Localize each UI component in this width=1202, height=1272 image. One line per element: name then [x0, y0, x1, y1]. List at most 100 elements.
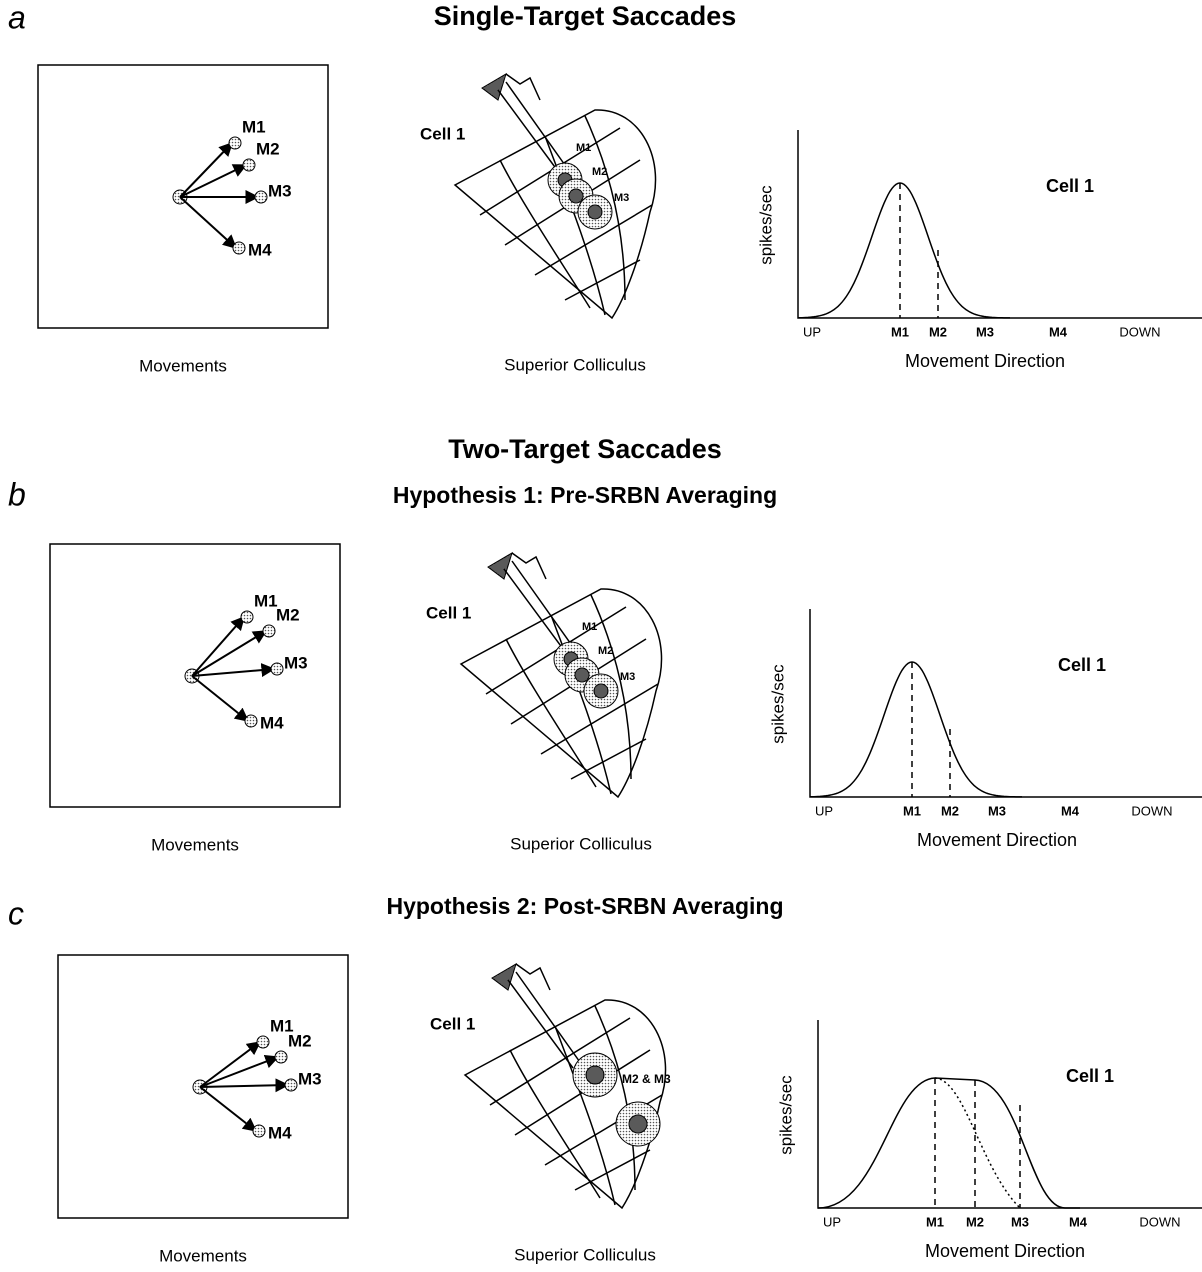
- target: [256, 1035, 270, 1049]
- arrow: [191, 630, 268, 677]
- movement-label: M2: [288, 1031, 312, 1050]
- target: [274, 1050, 288, 1064]
- sc-grid: [554, 1025, 616, 1206]
- sc-grid: [540, 683, 659, 755]
- movement-box: [49, 543, 341, 808]
- panel-letter: a: [8, 0, 26, 35]
- arrow: [191, 675, 250, 722]
- dotted-curve: [934, 1077, 1021, 1209]
- caption: Movements: [151, 835, 239, 854]
- colliculus: Cell 1 M2 & M3 Superior Colliculus: [430, 962, 671, 1264]
- movement-box: [37, 64, 329, 329]
- electrode: [503, 552, 579, 658]
- x-axis-label: Movement Direction: [925, 1241, 1085, 1261]
- x-tick-label: M4: [1049, 324, 1068, 339]
- movement-label: M1: [242, 117, 266, 136]
- arrow: [191, 663, 276, 678]
- x-tick-label: UP: [823, 1214, 841, 1229]
- target: [242, 158, 256, 172]
- sc-outline: [453, 109, 657, 320]
- sc-grid: [574, 1149, 651, 1191]
- arrow: [199, 1041, 262, 1088]
- activity-core: [628, 1114, 648, 1134]
- sc-outline: [463, 999, 667, 1210]
- target: [262, 624, 276, 638]
- x-tick-label: UP: [815, 803, 833, 818]
- x-tick-label: DOWN: [1131, 803, 1172, 818]
- sc-label: M1: [576, 142, 591, 154]
- y-axis-label: spikes/sec: [768, 664, 787, 744]
- panel-letter: b: [8, 476, 26, 512]
- x-tick-label: DOWN: [1119, 324, 1160, 339]
- sc-label: M3: [614, 192, 629, 204]
- x-tick-label: M4: [1069, 1214, 1088, 1229]
- movement-label: M3: [284, 653, 308, 672]
- movement-label: M2: [276, 605, 300, 624]
- panel-letter: c: [8, 895, 24, 931]
- cell-label: Cell 1: [420, 124, 465, 143]
- activity-core: [587, 204, 603, 220]
- sc-grid: [544, 135, 606, 316]
- x-tick-label: DOWN: [1139, 1214, 1180, 1229]
- axes: [797, 130, 1202, 319]
- x-tick-label: M3: [976, 324, 994, 339]
- target: [284, 1078, 298, 1092]
- activity-core: [585, 1065, 605, 1085]
- x-tick-label: M3: [988, 803, 1006, 818]
- x-tick-label: M2: [941, 803, 959, 818]
- movement-label: M4: [248, 240, 272, 259]
- target: [232, 241, 246, 255]
- plot: UP M1 M2 M3 M4 DOWN Cell 1 spikes/sec Movement D…: [768, 609, 1202, 850]
- sc-label: M3: [620, 671, 635, 683]
- caption: Superior Colliculus: [510, 834, 652, 853]
- sc-grid: [570, 738, 647, 780]
- movement-label: M1: [270, 1016, 294, 1035]
- sc-outline: [459, 588, 663, 799]
- target: [270, 662, 284, 676]
- activity-core: [574, 667, 590, 683]
- plot: UP M1 M2 M3 M4 DOWN Cell 1 spikes/sec Movement D…: [756, 130, 1202, 371]
- activity-core: [593, 683, 609, 699]
- sc-grid: [499, 159, 591, 309]
- movement-label: M1: [254, 591, 278, 610]
- movement-label: M3: [268, 181, 292, 200]
- target: [244, 714, 258, 728]
- plot: UP M1 M2 M3 M4 DOWN Cell 1 spikes/sec Movement D…: [776, 1020, 1202, 1261]
- activity-core: [568, 188, 584, 204]
- panel-heading: Hypothesis 2: Post-SRBN Averaging: [386, 893, 783, 919]
- sc-grid: [590, 594, 632, 780]
- arrow: [199, 1078, 290, 1093]
- panel-heading: Hypothesis 1: Pre-SRBN Averaging: [393, 482, 777, 508]
- sc-label: M2 & M3: [622, 1072, 671, 1086]
- sc-grid: [509, 1049, 601, 1199]
- movement-box: [57, 954, 349, 1219]
- sc-grid: [550, 614, 612, 795]
- panel: b Two-Target Saccades Hypothesis 1: Pre-SR…: [8, 434, 1202, 854]
- target: [252, 1124, 266, 1138]
- cell-label: Cell 1: [1046, 176, 1094, 196]
- section-title: Two-Target Saccades: [448, 434, 722, 464]
- caption: Superior Colliculus: [514, 1245, 656, 1264]
- tuning-curve: [798, 182, 1010, 319]
- target: [228, 136, 242, 150]
- x-axis-label: Movement Direction: [917, 830, 1077, 850]
- movement-label: M2: [256, 139, 280, 158]
- caption: Superior Colliculus: [504, 355, 646, 374]
- panel: a Single-Target SaccadesM1M2M3M4Movements…: [8, 0, 1202, 375]
- sc-grid: [534, 204, 653, 276]
- movement-label: M3: [298, 1069, 322, 1088]
- x-tick-label: M1: [891, 324, 909, 339]
- cell-label: Cell 1: [430, 1014, 475, 1033]
- electrode: [497, 73, 573, 179]
- electrode: [507, 963, 583, 1069]
- arrow: [179, 196, 238, 249]
- sc-label: M1: [582, 621, 597, 633]
- cell-label: Cell 1: [1058, 655, 1106, 675]
